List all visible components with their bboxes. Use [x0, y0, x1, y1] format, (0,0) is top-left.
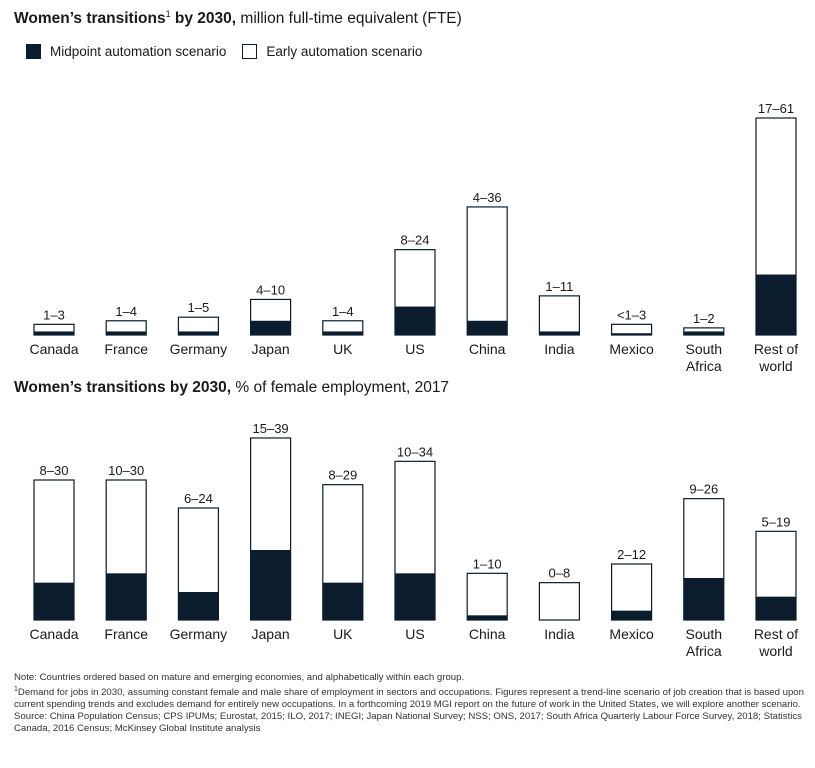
footnote-mark: 1 [14, 686, 18, 693]
bar-midpoint-us [395, 306, 435, 335]
category-label-mexico: Mexico [609, 626, 654, 642]
data-label-south-africa: 1–2 [693, 311, 715, 326]
category-label-mexico: Mexico [609, 341, 654, 357]
category-label-canada: Canada [29, 626, 78, 642]
category-label-rest-of-world: Rest of [754, 341, 798, 357]
category-label-south-africa: South [686, 626, 723, 642]
data-label-india: 0–8 [549, 566, 571, 581]
bar-midpoint-france [106, 331, 147, 335]
data-label-germany: 6–24 [184, 491, 213, 506]
note-text: Note: Countries ordered based on mature … [14, 672, 465, 683]
chart2-title-bold: Women’s transitions by 2030, [14, 379, 232, 396]
category-label-france: France [104, 341, 148, 357]
bar-midpoint-japan [250, 320, 291, 335]
data-label-china: 1–10 [473, 556, 502, 571]
category-label-japan: Japan [252, 626, 290, 642]
category-label-uk: UK [333, 341, 353, 357]
data-label-germany: 1–5 [188, 300, 210, 315]
bar-midpoint-south-africa [683, 578, 724, 620]
category-label-rest-of-world: Rest of [754, 626, 798, 642]
data-label-us: 8–24 [401, 233, 430, 248]
category-label-uk: UK [333, 626, 353, 642]
data-label-south-africa: 9–26 [689, 482, 718, 497]
data-label-rest-of-world: 5–19 [762, 514, 791, 529]
footnote-mark: 1 [165, 9, 171, 19]
bar-midpoint-uk [322, 582, 363, 620]
data-label-mexico: <1–3 [617, 307, 646, 322]
bar-midpoint-uk [322, 331, 363, 335]
bar-midpoint-china [467, 615, 508, 620]
chart1-title-rest: million full-time equivalent (FTE) [236, 10, 462, 28]
chart2-title-rest: % of female employment, 2017 [231, 379, 450, 396]
data-label-canada: 8–30 [40, 463, 69, 478]
data-label-india: 1–11 [545, 279, 573, 294]
data-label-japan: 15–39 [253, 421, 289, 436]
bar-early-india [538, 295, 581, 336]
chart1-title: Women’s transitions1 by 2030, million fu… [14, 9, 462, 28]
data-label-mexico: 2–12 [617, 547, 646, 562]
bar-midpoint-mexico [611, 333, 652, 335]
bar-early-china [466, 206, 508, 336]
category-label-japan: Japan [252, 341, 290, 357]
category-label-india: India [544, 626, 575, 642]
data-label-uk: 8–29 [328, 468, 357, 483]
legend-swatch-midpoint [26, 44, 41, 59]
bar-midpoint-germany [178, 592, 219, 620]
data-label-china: 4–36 [473, 190, 502, 205]
category-label-france: France [104, 626, 148, 642]
bar-midpoint-germany [178, 331, 219, 335]
category-label-canada: Canada [29, 341, 78, 357]
source-text: Source: China Population Census; CPS IPU… [14, 711, 802, 735]
legend-label-midpoint: Midpoint automation scenario [50, 44, 227, 59]
category-label-us: US [405, 626, 424, 642]
bar-midpoint-south-africa [683, 331, 724, 335]
bar-midpoint-rest-of-world [756, 274, 796, 335]
chart1-title-bold: Women’s transitions [14, 10, 166, 28]
bar-midpoint-france [106, 573, 147, 620]
legend-swatch-early [242, 44, 258, 59]
category-label-germany: Germany [170, 626, 228, 642]
legend-item-midpoint: Midpoint automation scenario [26, 44, 226, 59]
category-label-south-africa: Africa [686, 643, 722, 659]
category-label-china: China [469, 626, 506, 642]
data-label-france: 10–30 [108, 463, 144, 478]
data-label-japan: 4–10 [256, 282, 285, 297]
legend-label-early: Early automation scenario [266, 44, 423, 59]
category-label-us: US [405, 341, 424, 357]
category-label-south-africa: South [686, 341, 723, 357]
category-label-india: India [544, 341, 575, 357]
bar-midpoint-canada [34, 582, 74, 620]
data-label-canada: 1–3 [43, 307, 65, 322]
footnote-body: Demand for jobs in 2030, assuming consta… [14, 687, 804, 711]
footnote-text: 1Demand for jobs in 2030, assuming const… [14, 684, 804, 711]
category-label-china: China [469, 341, 506, 357]
bar-midpoint-rest-of-world [756, 596, 796, 620]
bar-midpoint-canada [34, 331, 74, 335]
data-label-france: 1–4 [115, 304, 137, 319]
data-label-rest-of-world: 17–61 [758, 101, 794, 116]
notes: Note: Countries ordered based on mature … [14, 672, 804, 735]
legend-item-early: Early automation scenario [242, 44, 422, 59]
chart1-title-bold-2: by 2030, [170, 10, 237, 28]
category-label-rest-of-world: world [758, 358, 792, 374]
bar-midpoint-china [467, 320, 508, 335]
data-label-uk: 1–4 [332, 304, 354, 319]
category-label-germany: Germany [170, 341, 228, 357]
bar-midpoint-us [395, 573, 435, 620]
category-label-south-africa: Africa [686, 358, 722, 374]
chart2-title: Women’s transitions by 2030, % of female… [14, 379, 449, 397]
category-label-rest-of-world: world [758, 643, 792, 659]
bar-midpoint-japan [250, 550, 291, 620]
data-label-us: 10–34 [397, 444, 433, 459]
bar-midpoint-mexico [611, 610, 652, 620]
chart-fte: 1–3 Canada 1–4 France 1–5 Germany 4–10 Japan 1–4… [29, 101, 798, 374]
legend: Midpoint automation scenario Early autom… [26, 44, 438, 59]
bar-early-india [538, 582, 581, 621]
bar-midpoint-india [539, 331, 580, 335]
chart-percent: 8–30 Canada 10–30 France 6–24 Germany 15–39 Jap… [29, 421, 798, 659]
bar-early-china [466, 572, 508, 621]
